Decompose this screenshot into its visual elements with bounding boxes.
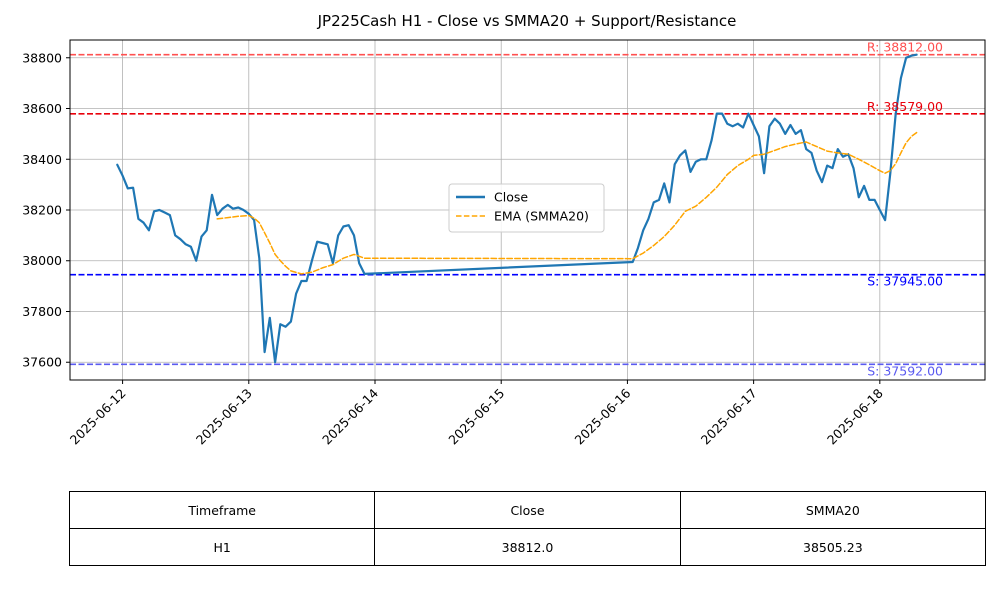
legend-label-close: Close xyxy=(494,190,528,205)
y-tick-label: 38400 xyxy=(22,152,62,167)
x-tick-label: 2025-06-12 xyxy=(67,386,129,448)
x-tick-label: 2025-06-14 xyxy=(319,385,381,447)
summary-table: Timeframe Close SMMA20 H1 38812.0 38505.… xyxy=(68,491,987,566)
series-line-close xyxy=(116,53,918,364)
cell-timeframe: H1 xyxy=(68,528,376,566)
y-tick-label: 38800 xyxy=(22,50,62,65)
x-tick-label: 2025-06-15 xyxy=(445,386,507,448)
y-tick-label: 37600 xyxy=(22,355,62,370)
header-close: Close xyxy=(374,491,681,529)
support-label: S: 37592.00 xyxy=(867,363,943,378)
legend: Close EMA (SMMA20) xyxy=(448,183,605,233)
cell-smma20: 38505.23 xyxy=(679,528,987,566)
x-tick-label: 2025-06-16 xyxy=(572,385,634,447)
x-tick-label: 2025-06-18 xyxy=(824,385,886,447)
legend-label-smma: EMA (SMMA20) xyxy=(494,209,589,224)
series-lines xyxy=(116,53,918,364)
y-tick-label: 38000 xyxy=(22,253,62,268)
support-label: S: 37945.00 xyxy=(867,274,943,289)
y-tick-label: 37800 xyxy=(22,304,62,319)
header-timeframe: Timeframe xyxy=(68,491,376,529)
reference-labels: R: 38812.00 R: 38579.00 S: 37945.00 S: 3759… xyxy=(867,40,943,379)
x-tick-label: 2025-06-17 xyxy=(698,386,760,448)
chart-title: JP225Cash H1 - Close vs SMMA20 + Support… xyxy=(317,12,737,30)
y-tick-label: 38200 xyxy=(22,203,62,218)
table-row: H1 38812.0 38505.23 xyxy=(68,528,987,566)
y-tick-label: 38600 xyxy=(22,101,62,116)
axes: 37600 37800 38000 38200 38400 38600 38800 2025-… xyxy=(22,50,886,447)
resistance-label: R: 38812.00 xyxy=(867,40,943,55)
reference-lines xyxy=(70,53,985,366)
legend-box xyxy=(448,183,605,233)
table-header-row: Timeframe Close SMMA20 xyxy=(68,491,987,529)
series-line-smma20 xyxy=(216,131,918,275)
x-tick-label: 2025-06-13 xyxy=(193,386,255,448)
chart: JP225Cash H1 - Close vs SMMA20 + Support… xyxy=(22,12,986,447)
resistance-label: R: 38579.00 xyxy=(867,99,943,114)
header-smma20: SMMA20 xyxy=(679,491,987,529)
cell-close: 38812.0 xyxy=(374,528,681,566)
